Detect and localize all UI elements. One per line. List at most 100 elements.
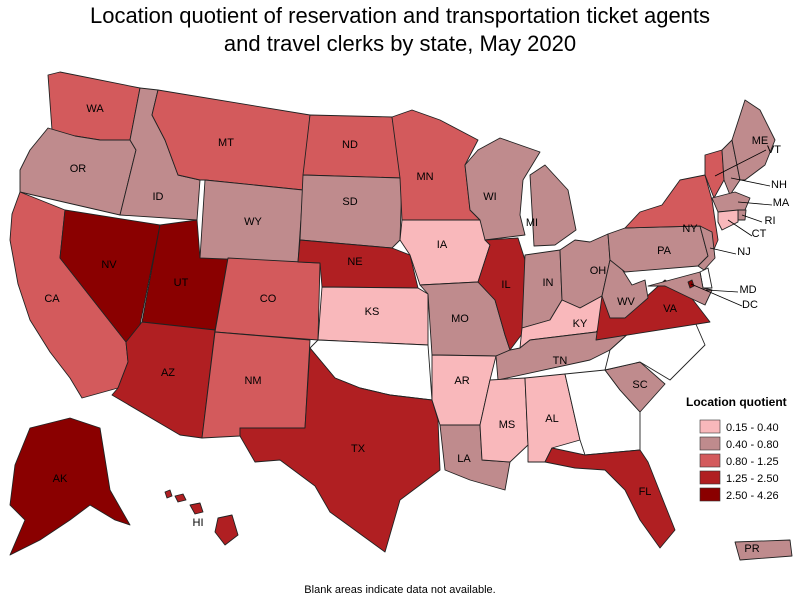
state-shape-hi — [164, 489, 173, 499]
state-label-wi: WI — [483, 191, 496, 203]
states-layer — [9, 71, 793, 561]
state-shape-ks — [317, 286, 429, 346]
state-tx — [239, 347, 441, 553]
state-label-ny: NY — [682, 223, 698, 235]
state-label-sd: SD — [342, 196, 357, 208]
state-label-ut: UT — [174, 277, 189, 289]
state-label-pa: PA — [657, 245, 672, 257]
state-label-wv: WV — [617, 296, 635, 308]
title-line-1: Location quotient of reservation and tra… — [89, 3, 711, 28]
state-label-vt: VT — [767, 144, 781, 156]
state-vt — [704, 149, 725, 199]
state-label-ms: MS — [499, 419, 516, 431]
state-ks — [317, 286, 429, 346]
state-shape-pr — [734, 539, 793, 561]
state-shape-fl — [544, 447, 676, 549]
state-label-wa: WA — [86, 103, 104, 115]
legend: Location quotient 0.15 - 0.40 0.40 - 0.80… — [686, 395, 787, 502]
state-label-ar: AR — [454, 375, 469, 387]
state-label-pr: PR — [744, 543, 759, 555]
state-label-ak: AK — [53, 473, 68, 485]
state-label-oh: OH — [590, 265, 607, 277]
state-label-ca: CA — [44, 293, 60, 305]
state-label-la: LA — [457, 453, 471, 465]
state-label-dc: DC — [742, 299, 758, 311]
legend-label-2: 0.40 - 0.80 — [726, 439, 779, 451]
title-line-2: and travel clerks by state, May 2020 — [223, 31, 577, 56]
state-label-ma: MA — [773, 197, 790, 209]
state-label-tn: TN — [553, 355, 568, 367]
state-label-md: MD — [739, 284, 756, 296]
callout-line-dc — [690, 283, 743, 307]
state-label-va: VA — [663, 303, 678, 315]
state-label-nv: NV — [101, 259, 117, 271]
legend-swatch-3 — [699, 453, 721, 468]
state-ak — [9, 417, 131, 556]
state-label-id: ID — [153, 191, 164, 203]
state-label-ct: CT — [752, 228, 767, 240]
state-label-me: ME — [752, 135, 769, 147]
legend-label-1: 0.15 - 0.40 — [726, 422, 779, 434]
state-il — [477, 237, 526, 351]
state-label-ks: KS — [365, 306, 380, 318]
state-label-fl: FL — [639, 486, 652, 498]
legend-swatch-4 — [699, 470, 721, 485]
state-shape-vt — [704, 149, 725, 199]
state-ma — [711, 191, 751, 213]
callout-line-vt — [714, 149, 767, 177]
state-label-nh: NH — [771, 179, 787, 191]
callout-line-md — [705, 289, 739, 293]
legend-title: Location quotient — [686, 395, 787, 409]
state-pr — [734, 539, 793, 561]
state-label-nd: ND — [342, 139, 358, 151]
state-label-mi: MI — [526, 217, 538, 229]
state-label-nj: NJ — [737, 246, 750, 258]
state-label-co: CO — [260, 293, 277, 305]
state-nc — [595, 321, 706, 381]
state-hi — [164, 489, 239, 546]
state-label-tx: TX — [351, 443, 366, 455]
state-label-ia: IA — [437, 239, 448, 251]
state-label-mn: MN — [416, 171, 433, 183]
state-label-sc: SC — [632, 379, 647, 391]
state-label-ri: RI — [765, 215, 776, 227]
state-label-ky: KY — [573, 318, 588, 330]
state-label-mt: MT — [218, 137, 234, 149]
map-title: Location quotient of reservation and tra… — [0, 2, 800, 58]
legend-swatch-2 — [699, 436, 721, 451]
legend-label-4: 1.25 - 2.50 — [726, 473, 779, 485]
state-shape-hi — [189, 502, 204, 515]
state-label-al: AL — [545, 413, 558, 425]
state-label-il: IL — [501, 279, 510, 291]
state-labels-layer: WA OR CA ID NV UT AZ MT WY CO NM ND SD NE KS TX MN IA MO AR… — [44, 103, 790, 555]
state-md — [647, 271, 713, 306]
legend-label-3: 0.80 - 1.25 — [726, 456, 779, 468]
state-label-az: AZ — [161, 367, 175, 379]
state-label-in: IN — [543, 277, 554, 289]
legend-swatch-5 — [699, 487, 721, 502]
state-shape-ma — [711, 191, 751, 213]
state-mi — [477, 137, 577, 247]
state-fl — [544, 447, 676, 549]
state-shape-il — [477, 237, 526, 351]
state-shape-md — [647, 271, 713, 306]
callout-line-nj — [709, 247, 737, 255]
state-shape-nc — [595, 321, 706, 381]
state-shape-hi — [174, 493, 187, 503]
state-shape-mi — [477, 137, 577, 247]
callout-line-ma — [737, 201, 773, 206]
callout-line-ct — [727, 219, 753, 237]
state-label-ne: NE — [347, 256, 362, 268]
state-shape-ak — [9, 417, 131, 556]
callout-line-nh — [730, 177, 771, 187]
state-shape-sd — [299, 174, 403, 249]
state-shape-tx — [239, 347, 441, 553]
footnote: Blank areas indicate data not available. — [304, 584, 496, 596]
state-sd — [299, 174, 403, 249]
state-label-wy: WY — [244, 216, 262, 228]
callout-line-ri — [741, 214, 763, 223]
state-label-hi: HI — [193, 517, 204, 529]
legend-label-5: 2.50 - 4.26 — [726, 490, 779, 502]
state-shape-hi — [214, 514, 239, 546]
